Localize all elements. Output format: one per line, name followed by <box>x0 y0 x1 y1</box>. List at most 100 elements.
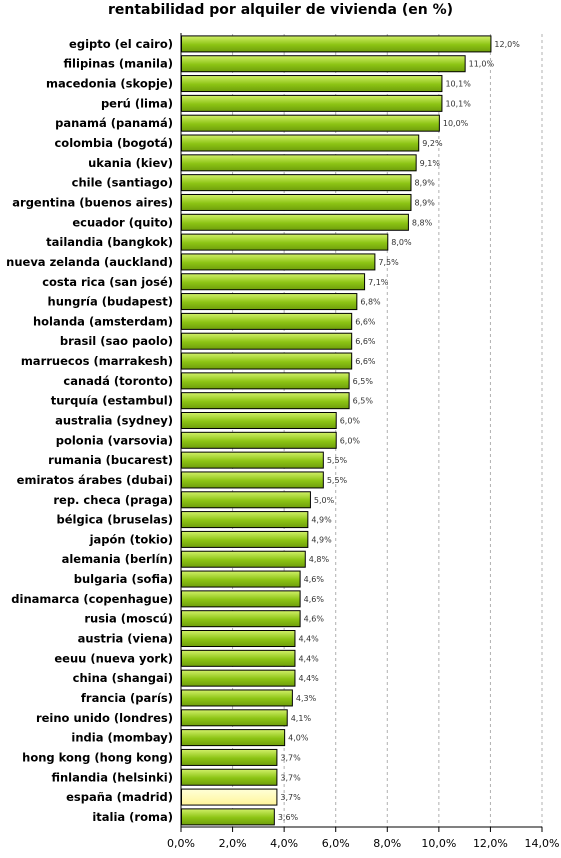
bar <box>181 193 412 211</box>
value-label: 8,9% <box>414 179 435 188</box>
category-label: bulgaria (sofia) <box>74 572 173 586</box>
x-tick-label: 4,0% <box>270 837 298 850</box>
value-label: 8,0% <box>391 238 412 247</box>
bar <box>181 610 301 628</box>
value-label: 4,8% <box>309 555 330 564</box>
value-label: 6,6% <box>355 357 376 366</box>
category-label: polonia (varsovia) <box>56 433 173 447</box>
value-labels: 12,0% 11,0% 10,1% 10,1% 10,0% 9,2% 9,1% 8,9% 8,9… <box>278 40 520 822</box>
bar <box>181 293 358 311</box>
value-label: 10,0% <box>443 119 469 128</box>
x-tick-label: 0,0% <box>167 837 195 850</box>
bars <box>181 35 492 826</box>
category-label: austria (viena) <box>78 632 173 646</box>
value-label: 3,7% <box>280 773 301 782</box>
bar <box>181 114 440 132</box>
value-label: 7,5% <box>378 258 399 267</box>
bar <box>181 431 337 449</box>
category-label: eeuu (nueva york) <box>54 651 173 665</box>
bar <box>181 550 306 568</box>
bar <box>181 530 309 548</box>
bar <box>181 451 324 469</box>
value-label: 4,9% <box>311 535 332 544</box>
value-label: 6,8% <box>360 298 381 307</box>
bar <box>181 709 288 727</box>
bar <box>181 729 286 747</box>
value-label: 4,3% <box>296 694 317 703</box>
bar <box>181 332 353 350</box>
value-label: 4,4% <box>298 674 319 683</box>
value-label: 4,4% <box>298 654 319 663</box>
category-labels: egipto (el cairo) filipinas (manila) maced… <box>6 37 173 824</box>
category-label: ecuador (quito) <box>72 215 173 229</box>
value-label: 4,6% <box>304 595 325 604</box>
category-label: panamá (panamá) <box>55 116 173 130</box>
chart-title: rentabilidad por alquiler de vivienda (e… <box>107 2 454 18</box>
value-label: 3,7% <box>280 753 301 762</box>
bar <box>181 689 293 707</box>
value-label: 3,6% <box>278 813 299 822</box>
bar <box>181 511 309 529</box>
bar <box>181 590 301 608</box>
category-label: canadá (toronto) <box>63 374 173 388</box>
value-label: 6,6% <box>355 337 376 346</box>
value-label: 6,0% <box>340 436 361 445</box>
category-label: nueva zelanda (auckland) <box>6 255 173 269</box>
bar <box>181 273 366 291</box>
category-label: japón (tokio) <box>89 532 173 546</box>
bar <box>181 253 376 271</box>
category-label: marruecos (marrakesh) <box>21 354 173 368</box>
category-label: rumania (bucarest) <box>48 453 173 467</box>
category-label: rep. checa (praga) <box>53 493 173 507</box>
value-label: 10,1% <box>445 99 471 108</box>
bar <box>181 808 275 826</box>
bar <box>181 630 296 648</box>
bar <box>181 75 443 93</box>
bar <box>181 213 409 231</box>
x-tick-label: 10,0% <box>421 837 456 850</box>
category-label: filipinas (manila) <box>64 57 173 71</box>
category-label: finlandia (helsinki) <box>51 770 173 784</box>
bar <box>181 392 350 410</box>
category-label: colombia (bogotá) <box>54 136 173 150</box>
value-label: 8,9% <box>414 198 435 207</box>
value-label: 9,2% <box>422 139 443 148</box>
category-label: tailandia (bangkok) <box>46 235 173 249</box>
category-label: turquía (estambul) <box>51 394 173 408</box>
category-label: alemania (berlín) <box>62 552 173 566</box>
category-label: macedonia (skopje) <box>46 77 173 91</box>
bar <box>181 649 296 667</box>
value-label: 12,0% <box>494 40 520 49</box>
category-label: china (shangai) <box>73 671 173 685</box>
bar <box>181 352 353 370</box>
category-label: emiratos árabes (dubai) <box>17 473 173 487</box>
value-label: 6,5% <box>353 377 374 386</box>
value-label: 6,6% <box>355 317 376 326</box>
bar <box>181 768 278 786</box>
bar <box>181 35 492 53</box>
value-label: 3,7% <box>280 793 301 802</box>
value-label: 4,9% <box>311 516 332 525</box>
value-label: 4,4% <box>298 635 319 644</box>
category-label: hungría (budapest) <box>48 295 173 309</box>
value-label: 9,1% <box>420 159 441 168</box>
bar <box>181 55 466 73</box>
x-tick-label: 14,0% <box>525 837 560 850</box>
value-label: 4,0% <box>288 734 309 743</box>
bar <box>181 471 324 489</box>
category-label: reino unido (londres) <box>36 711 173 725</box>
value-label: 4,6% <box>304 615 325 624</box>
value-label: 5,0% <box>314 496 335 505</box>
category-label: brasil (sao paolo) <box>60 334 173 348</box>
x-tick-label: 2,0% <box>219 837 247 850</box>
bar <box>181 174 412 192</box>
x-tick-label: 6,0% <box>322 837 350 850</box>
category-label: australia (sydney) <box>55 413 173 427</box>
bar <box>181 134 420 152</box>
bar <box>181 233 389 251</box>
category-label: holanda (amsterdam) <box>33 314 173 328</box>
value-label: 5,5% <box>327 476 348 485</box>
category-label: bélgica (bruselas) <box>56 513 173 527</box>
category-label: india (mombay) <box>71 731 173 745</box>
grid-lines <box>232 34 543 827</box>
